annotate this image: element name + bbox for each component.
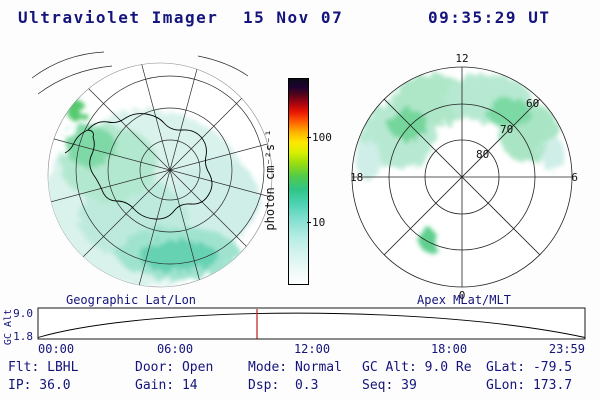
colorbar-label: photon cm⁻²s⁻¹ [263, 129, 277, 231]
status-gc-alt: GC Alt: 9.0 Re [362, 360, 472, 375]
status-mode: Mode: Normal [248, 360, 342, 375]
mlt-label-18: 18 [350, 171, 363, 184]
colorbar-tickmark-10 [307, 222, 311, 223]
status-ip: IP: 36.0 [8, 378, 71, 393]
geo-grid [48, 63, 272, 287]
colorbar-gradient [288, 78, 309, 285]
xtick-1200: 12:00 [294, 342, 330, 356]
colorbar-tick-10: 10 [312, 216, 326, 229]
geo-map-panel [31, 51, 273, 288]
status-glat: GLat: -79.5 [486, 360, 573, 375]
app-title: Ultraviolet Imager [18, 8, 219, 27]
mlt-label-12: 12 [455, 52, 468, 65]
xtick-2359: 23:59 [549, 342, 585, 356]
mlat-label-60: 60 [526, 97, 539, 110]
apex-caption: Apex MLat/MLT [417, 293, 511, 307]
status-door: Door: Open [135, 360, 214, 375]
mlt-label-0: 0 [459, 289, 466, 302]
status-gain: Gain: 14 [135, 378, 198, 393]
status-glon: GLon: 173.7 [486, 378, 573, 393]
status-flt: Flt: LBHL [8, 360, 79, 375]
apex-plot-panel: 12 0 18 6 60 70 80 [350, 52, 578, 302]
colorbar: photon cm⁻²s⁻¹ 100 10 [263, 75, 336, 290]
apex-aurora-layer [356, 74, 565, 252]
yaxis-title: GC Alt [3, 309, 14, 345]
mlt-label-6: 6 [571, 171, 578, 184]
mlat-label-80: 80 [476, 148, 489, 161]
header-date: 15 Nov 07 [243, 8, 344, 27]
colorbar-tick-100: 100 [312, 131, 332, 144]
geo-aurora-layer [48, 101, 260, 286]
timeline-frame [37, 307, 586, 340]
yaxis-min: 1.8 [13, 330, 33, 343]
mlat-label-70: 70 [500, 123, 513, 136]
xtick-0000: 00:00 [38, 342, 74, 356]
header-time: 09:35:29 UT [428, 8, 551, 27]
gc-alt-timeline: 9.0 1.8 GC Alt 00:00 06:00 12:00 18:00 2… [3, 307, 586, 356]
yaxis-max: 9.0 [13, 307, 33, 320]
xtick-0600: 06:00 [157, 342, 193, 356]
geo-grid-outer-arcs [31, 51, 249, 95]
apex-grid [351, 66, 573, 288]
status-dsp: Dsp: 0.3 [248, 378, 319, 393]
status-seq: Seq: 39 [362, 378, 417, 393]
colorbar-tickmark-100 [307, 137, 311, 138]
geo-caption: Geographic Lat/Lon [65, 293, 197, 307]
xtick-1800: 18:00 [431, 342, 467, 356]
altitude-curve [37, 312, 586, 338]
